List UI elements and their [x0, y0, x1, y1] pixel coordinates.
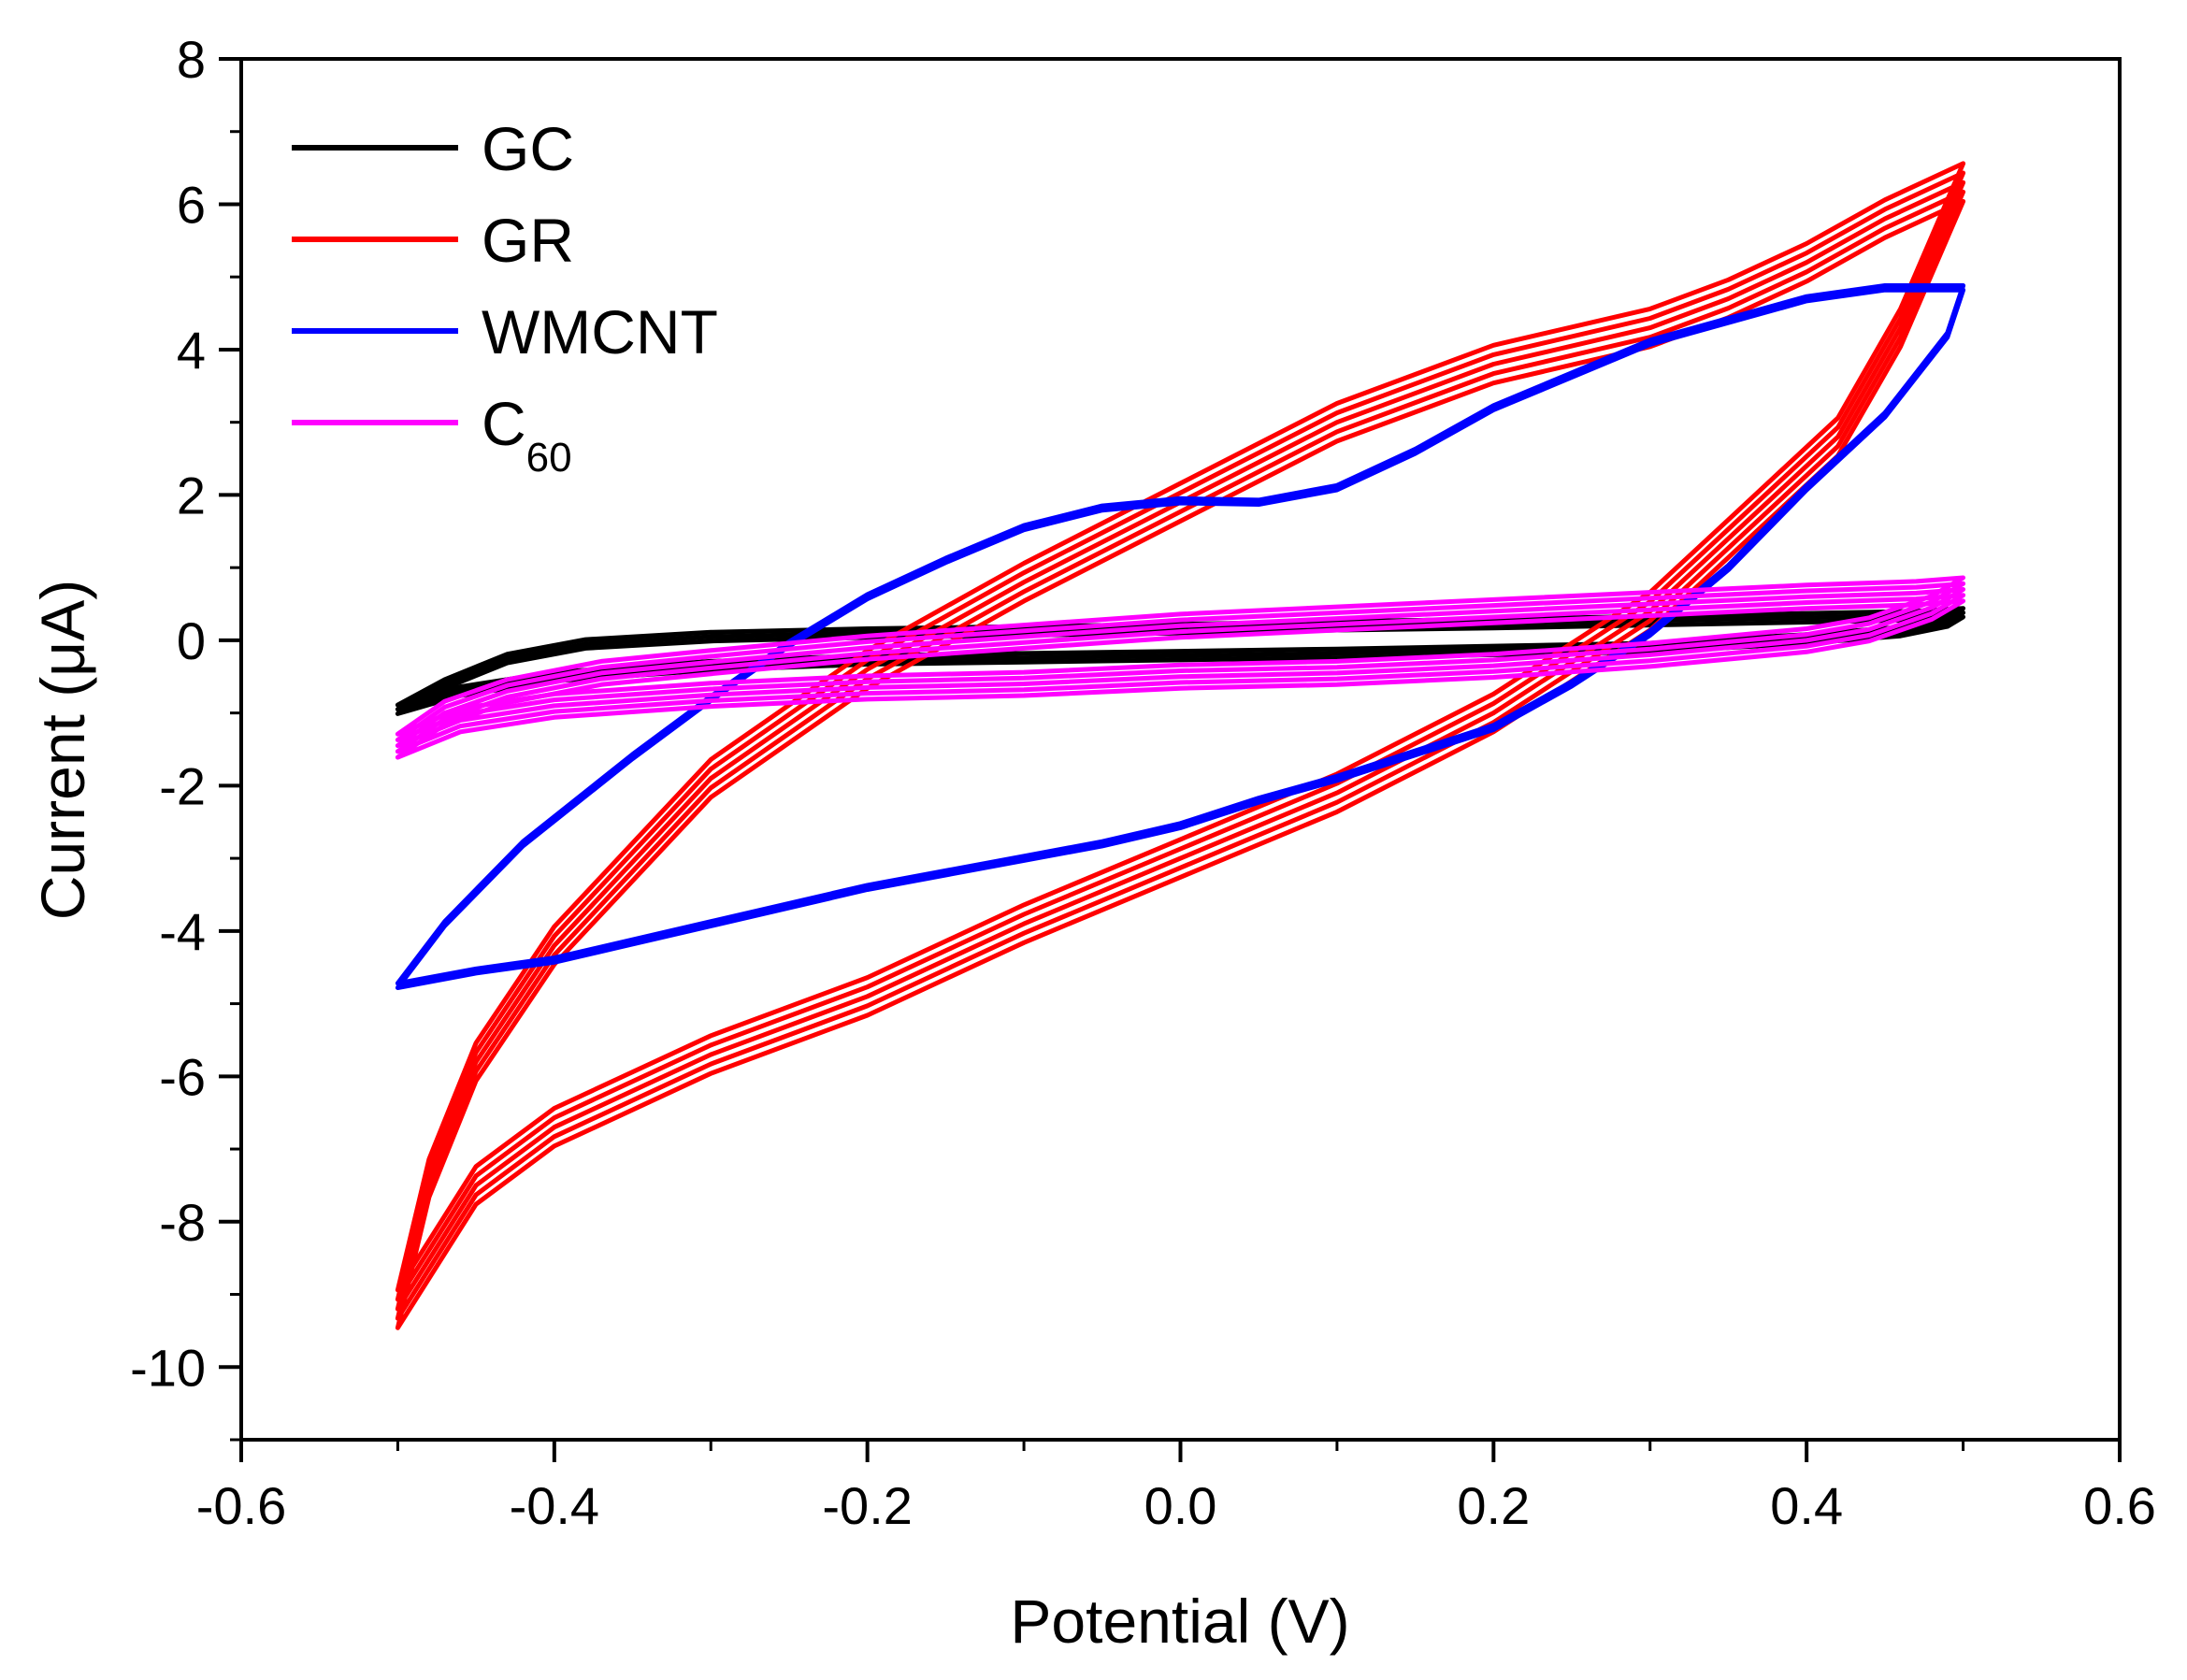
x-tick-label: 0.4 [1770, 1476, 1843, 1535]
legend-label-gc: GC [482, 114, 574, 183]
series-wmcnt-cycle [395, 287, 1966, 990]
plot-series [395, 161, 1966, 1330]
x-tick-label: -0.4 [510, 1476, 600, 1535]
x-tick-label: 0.0 [1144, 1476, 1217, 1535]
legend-subscript: 60 [526, 435, 572, 481]
series-gc-cycle [395, 614, 1966, 716]
series-wmcnt-cycle [395, 283, 1966, 986]
series-gr-cycle [395, 198, 1966, 1330]
y-tick-label: -2 [159, 756, 206, 815]
y-tick-label: -4 [159, 902, 206, 961]
y-tick-label: 6 [177, 175, 206, 234]
series-c60-cycle [395, 575, 1966, 737]
x-tick-label: 0.2 [1457, 1476, 1530, 1535]
x-tick-label: -0.2 [822, 1476, 913, 1535]
y-tick-label: -6 [159, 1047, 206, 1106]
series-c60-cycle [395, 587, 1966, 749]
x-axis: -0.6 -0.4 -0.2 0.0 0.2 0.4 0.6 [196, 1440, 2156, 1535]
y-tick-label: 0 [177, 611, 206, 670]
y-axis: -10 -8 -6 -4 -2 0 2 4 6 8 [130, 30, 241, 1442]
y-tick-label: 8 [177, 30, 206, 89]
series-gr-cycle [395, 189, 1966, 1321]
y-tick-label: 4 [177, 321, 206, 380]
legend: GC GR WMCNT C60 [292, 114, 718, 481]
y-tick-label: -10 [130, 1338, 206, 1397]
legend-label-wmcnt: WMCNT [482, 297, 718, 366]
series-c60-cycle [395, 581, 1966, 742]
y-tick-label: -8 [159, 1193, 206, 1252]
x-tick-label: 0.6 [2083, 1476, 2156, 1535]
series-gr-cycle [395, 179, 1966, 1312]
series-c60-cycle [395, 598, 1966, 760]
legend-label-gr: GR [482, 206, 574, 275]
series-c60-cycle [395, 593, 1966, 754]
y-axis-title: Current (μA) [28, 580, 97, 920]
y-tick-label: 2 [177, 466, 206, 524]
x-axis-title: Potential (V) [1010, 1587, 1349, 1656]
series-gr-cycle [395, 161, 1966, 1293]
legend-label-c60: C60 [482, 389, 572, 481]
x-tick-label: -0.6 [196, 1476, 287, 1535]
